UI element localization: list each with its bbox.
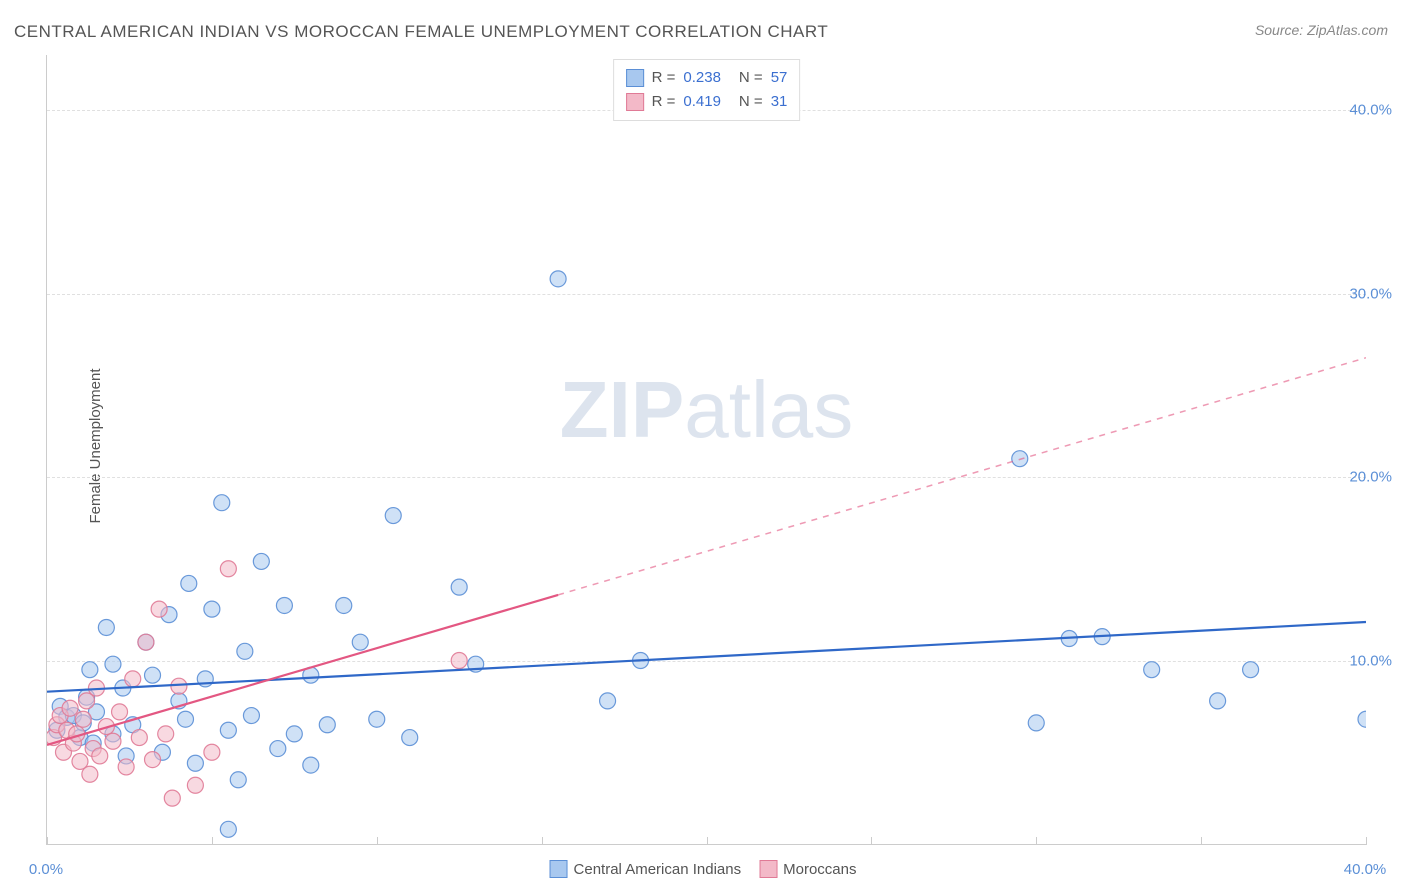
source-attribution: Source: ZipAtlas.com: [1255, 22, 1388, 38]
data-point: [151, 601, 167, 617]
legend-r-label: R =: [652, 66, 676, 90]
data-point: [204, 744, 220, 760]
data-point: [402, 730, 418, 746]
data-point: [118, 759, 134, 775]
legend-row-1: R = 0.238 N = 57: [626, 66, 788, 90]
data-point: [237, 643, 253, 659]
legend-swatch-pink: [759, 860, 777, 878]
data-point: [171, 678, 187, 694]
data-point: [125, 671, 141, 687]
legend-r-value: 0.238: [683, 66, 721, 90]
legend-r-label: R =: [652, 90, 676, 114]
data-point: [75, 711, 91, 727]
data-point: [187, 755, 203, 771]
data-point: [1358, 711, 1366, 727]
plot-svg: [47, 55, 1366, 844]
data-point: [131, 730, 147, 746]
legend-label: Central American Indians: [574, 861, 742, 878]
chart-container: CENTRAL AMERICAN INDIAN VS MOROCCAN FEMA…: [0, 0, 1406, 892]
data-point: [105, 733, 121, 749]
legend-swatch-blue: [626, 69, 644, 87]
data-point: [204, 601, 220, 617]
data-point: [253, 553, 269, 569]
data-point: [319, 717, 335, 733]
data-point: [550, 271, 566, 287]
plot-area: ZIPatlas R = 0.238 N = 57 R = 0.419 N = …: [46, 55, 1366, 845]
legend-swatch-pink: [626, 93, 644, 111]
data-point: [181, 575, 197, 591]
legend-item-moroccan: Moroccans: [759, 860, 856, 878]
source-label: Source:: [1255, 22, 1303, 38]
data-point: [158, 726, 174, 742]
data-point: [187, 777, 203, 793]
data-point: [270, 741, 286, 757]
data-point: [1210, 693, 1226, 709]
data-point: [145, 752, 161, 768]
data-point: [138, 634, 154, 650]
data-point: [369, 711, 385, 727]
data-point: [451, 653, 467, 669]
data-point: [243, 708, 259, 724]
legend-n-label: N =: [739, 90, 763, 114]
data-point: [92, 748, 108, 764]
chart-title: CENTRAL AMERICAN INDIAN VS MOROCCAN FEMA…: [14, 22, 828, 42]
data-point: [1144, 662, 1160, 678]
legend-swatch-blue: [550, 860, 568, 878]
data-point: [451, 579, 467, 595]
data-point: [1243, 662, 1259, 678]
data-point: [352, 634, 368, 650]
data-point: [303, 757, 319, 773]
legend-n-value: 57: [771, 66, 788, 90]
data-point: [1028, 715, 1044, 731]
legend-row-2: R = 0.419 N = 31: [626, 90, 788, 114]
data-point: [220, 722, 236, 738]
data-point: [230, 772, 246, 788]
x-tick-label: 0.0%: [29, 861, 63, 878]
x-tick: [1366, 837, 1367, 845]
legend-label: Moroccans: [783, 861, 856, 878]
data-point: [164, 790, 180, 806]
legend-n-value: 31: [771, 90, 788, 114]
legend-item-cai: Central American Indians: [550, 860, 742, 878]
legend-r-value: 0.419: [683, 90, 721, 114]
source-value: ZipAtlas.com: [1307, 22, 1388, 38]
data-point: [82, 662, 98, 678]
legend-correlation: R = 0.238 N = 57 R = 0.419 N = 31: [613, 59, 801, 121]
data-point: [220, 561, 236, 577]
data-point: [220, 821, 236, 837]
x-tick-label: 40.0%: [1344, 861, 1387, 878]
data-point: [177, 711, 193, 727]
data-point: [336, 597, 352, 613]
data-point: [105, 656, 121, 672]
data-point: [286, 726, 302, 742]
data-point: [145, 667, 161, 683]
legend-n-label: N =: [739, 66, 763, 90]
data-point: [82, 766, 98, 782]
data-point: [98, 619, 114, 635]
data-point: [112, 704, 128, 720]
data-point: [276, 597, 292, 613]
data-point: [385, 508, 401, 524]
data-point: [600, 693, 616, 709]
legend-series: Central American Indians Moroccans: [550, 860, 857, 878]
data-point: [214, 495, 230, 511]
data-point: [62, 700, 78, 716]
trendline-dashed: [558, 358, 1366, 595]
